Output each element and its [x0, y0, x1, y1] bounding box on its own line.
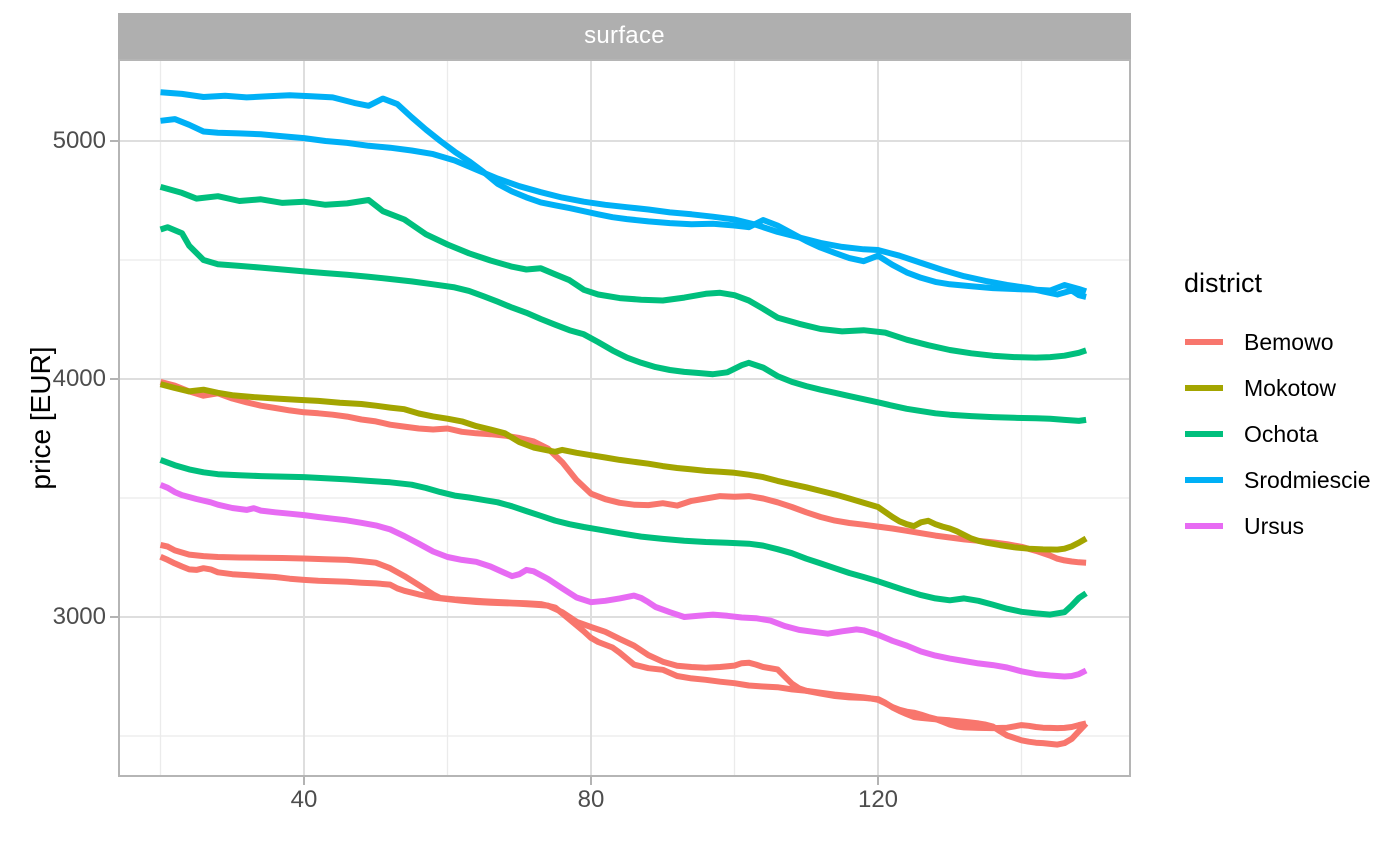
legend-item-bemowo: Bemowo: [1168, 319, 1371, 365]
x-tick-mark: [877, 777, 879, 785]
legend-item-label: Bemowo: [1244, 328, 1334, 355]
y-tick-label: 4000: [52, 365, 106, 392]
legend-items: Bemowo Mokotow Ochota Srodmiescie Ursus: [1168, 319, 1371, 549]
legend-title: district: [1184, 268, 1263, 298]
series-line-bemowo-1: [159, 379, 1087, 566]
series-line-mokotow-1: [159, 381, 1088, 553]
legend-key-line-icon: [1185, 477, 1223, 483]
series-line-ochota-1: [159, 184, 1088, 361]
x-tick-mark: [590, 777, 592, 785]
y-axis-title: price [EUR]: [25, 346, 56, 490]
y-tick-mark: [110, 378, 118, 380]
series-line-ochota-2: [159, 224, 1087, 424]
series-line-bemowo-2: [159, 541, 1089, 748]
plot-canvas: [118, 59, 1131, 777]
panel-border: [118, 59, 1131, 777]
series-line-ochota-3: [159, 457, 1088, 618]
y-tick-mark: [110, 616, 118, 618]
series-line-bemowo-3: [159, 554, 1087, 732]
series-line-srodmiescie-1: [160, 89, 1088, 295]
legend-item-label: Srodmiescie: [1244, 466, 1371, 493]
plot-panel: [118, 59, 1131, 777]
series-line-ursus-1: [159, 482, 1088, 680]
legend-item-ochota: Ochota: [1168, 411, 1371, 457]
legend-key-line-icon: [1185, 385, 1223, 391]
facet-strip-label: surface: [584, 22, 665, 49]
y-tick-label: 3000: [52, 603, 106, 630]
legend-item-label: Ursus: [1244, 512, 1305, 539]
legend: district Bemowo Mokotow Ochota Srodmiescie U…: [1168, 268, 1371, 549]
legend-item-label: Mokotow: [1244, 374, 1337, 401]
x-tick-label: 40: [290, 786, 318, 813]
legend-key-line-icon: [1185, 523, 1223, 529]
legend-item-ursus: Ursus: [1168, 503, 1371, 549]
legend-key-line-icon: [1185, 431, 1223, 437]
y-tick-mark: [110, 140, 118, 142]
x-tick-label: 120: [857, 786, 899, 813]
legend-key-line-icon: [1185, 339, 1223, 345]
x-tick-mark: [303, 777, 305, 785]
y-tick-label: 5000: [52, 127, 106, 154]
x-tick-label: 80: [577, 786, 605, 813]
legend-item-srodmiescie: Srodmiescie: [1168, 457, 1371, 503]
series-line-srodmiescie-2: [160, 116, 1087, 300]
facet-strip: surface: [118, 13, 1131, 59]
legend-item-label: Ochota: [1244, 420, 1319, 447]
legend-item-mokotow: Mokotow: [1168, 365, 1371, 411]
